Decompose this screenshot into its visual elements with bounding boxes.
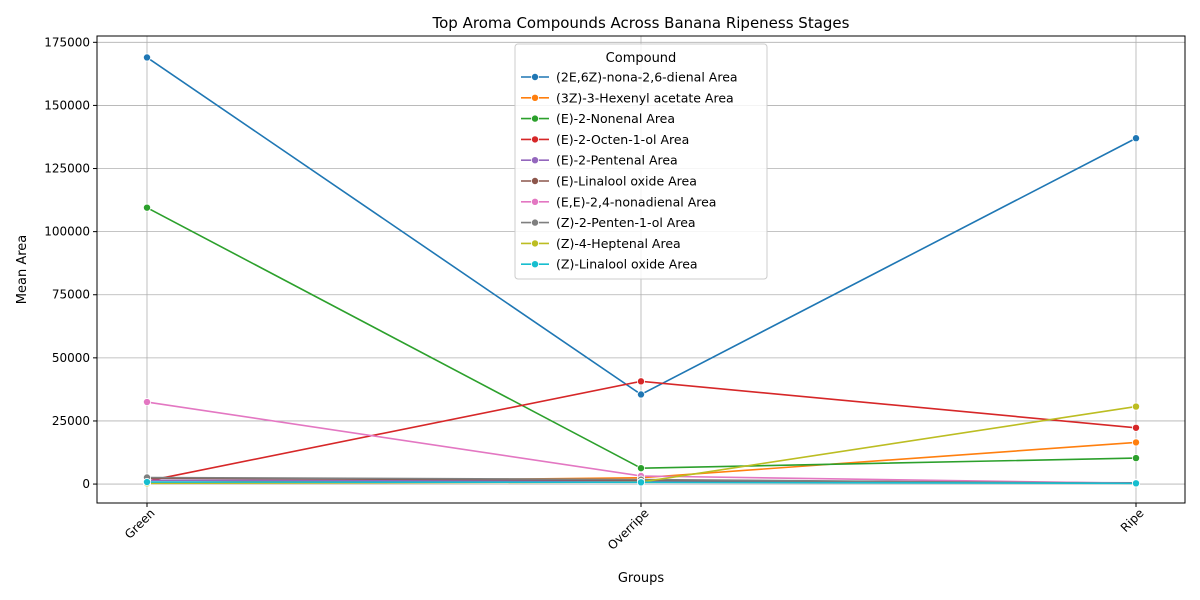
legend-marker (531, 114, 540, 123)
legend-marker (531, 218, 540, 227)
data-point (1132, 134, 1141, 143)
y-axis: 0 25000 50000 75000 100000 125000 150000 175000 (44, 35, 97, 491)
legend-marker (531, 93, 540, 102)
y-tick-label: 150000 (44, 98, 90, 112)
series-layer (142, 53, 1141, 488)
legend-box (514, 43, 768, 280)
data-point (1132, 402, 1141, 411)
data-point (637, 390, 646, 399)
data-point (1132, 423, 1141, 432)
legend-marker (531, 135, 540, 144)
y-tick-label: 25000 (52, 414, 90, 428)
y-axis-label: Mean Area (15, 235, 30, 304)
legend-label: (E)-2-Pentenal Area (556, 153, 678, 168)
legend-label: (E)-2-Octen-1-ol Area (556, 132, 689, 147)
data-point (1132, 438, 1141, 447)
data-point (1132, 479, 1141, 488)
y-tick-label: 125000 (44, 162, 90, 176)
data-point (142, 398, 151, 407)
legend: Compound (2E,6Z)-nona-2,6-dienal Area (3Z… (514, 43, 768, 280)
legend-label: (2E,6Z)-nona-2,6-dienal Area (556, 70, 738, 85)
series-line (142, 478, 1141, 488)
legend-item: (Z)-2-Penten-1-ol Area (521, 215, 696, 230)
chart-title: Top Aroma Compounds Across Banana Ripene… (432, 14, 850, 32)
y-tick-label: 0 (82, 477, 90, 491)
legend-title: Compound (606, 51, 677, 66)
y-tick-label: 50000 (52, 351, 90, 365)
data-point (637, 464, 646, 473)
series-line (142, 203, 1141, 473)
data-point (142, 53, 151, 62)
legend-marker (531, 73, 540, 82)
legend-item: (E)-Linalool oxide Area (521, 174, 697, 189)
legend-item: (E,E)-2,4-nonadienal Area (521, 194, 716, 209)
legend-item: (Z)-Linalool oxide Area (521, 257, 698, 272)
legend-marker (531, 156, 540, 165)
data-point (637, 478, 646, 487)
legend-item: (3Z)-3-Hexenyl acetate Area (521, 90, 734, 105)
data-point (142, 478, 151, 487)
legend-label: (Z)-2-Penten-1-ol Area (556, 215, 696, 230)
legend-label: (E)-2-Nonenal Area (556, 111, 675, 126)
legend-marker (531, 197, 540, 206)
legend-label: (3Z)-3-Hexenyl acetate Area (556, 90, 734, 105)
y-tick-label: 175000 (44, 35, 90, 49)
x-axis-label: Groups (618, 571, 665, 586)
legend-label: (E)-Linalool oxide Area (556, 174, 697, 189)
legend-marker (531, 176, 540, 185)
legend-label: (E,E)-2,4-nonadienal Area (556, 194, 716, 209)
series-line (142, 53, 1141, 399)
y-tick-label: 100000 (44, 225, 90, 239)
data-point (637, 377, 646, 386)
legend-marker (531, 260, 540, 269)
y-tick-label: 75000 (52, 288, 90, 302)
legend-label: (Z)-Linalool oxide Area (556, 257, 698, 272)
legend-label: (Z)-4-Heptenal Area (556, 236, 681, 251)
legend-item: (Z)-4-Heptenal Area (521, 236, 681, 251)
legend-item: (E)-2-Pentenal Area (521, 153, 678, 168)
data-point (142, 203, 151, 212)
legend-marker (531, 239, 540, 248)
data-point (1132, 454, 1141, 463)
legend-items: (2E,6Z)-nona-2,6-dienal Area (3Z)-3-Hexen… (521, 70, 738, 272)
legend-item: (E)-2-Octen-1-ol Area (521, 132, 689, 147)
legend-item: (2E,6Z)-nona-2,6-dienal Area (521, 70, 738, 85)
legend-item: (E)-2-Nonenal Area (521, 111, 675, 126)
